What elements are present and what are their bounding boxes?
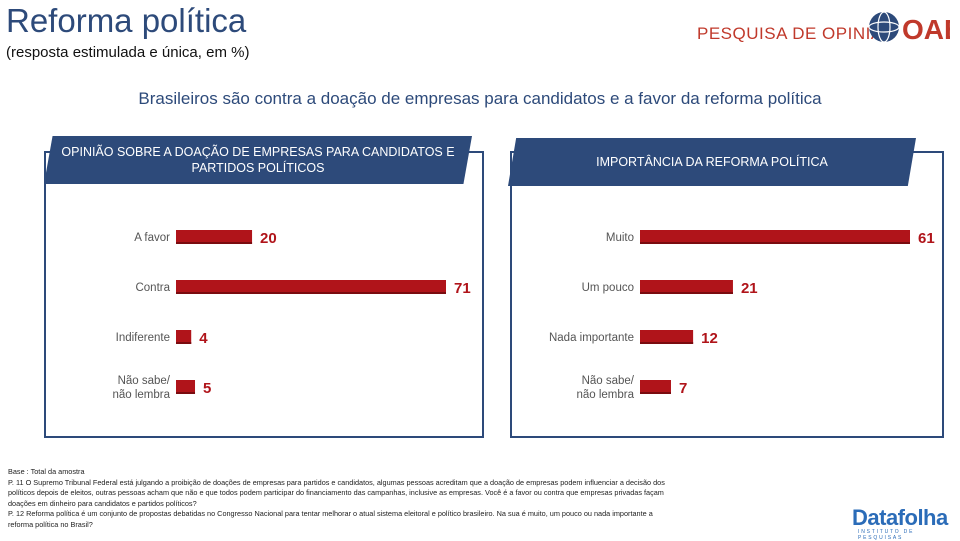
chart-title-left: OPINIÃO SOBRE A DOAÇÃO DE EMPRESAS PARA … [44, 136, 472, 184]
datafolha-logo-sub: INSTITUTO DE PESQUISAS [858, 529, 915, 541]
footer-line: P. 11 O Supremo Tribunal Federal está ju… [8, 477, 665, 487]
datafolha-logo: Datafolha [852, 505, 948, 530]
bar [176, 380, 196, 394]
category-label: Um pouco [582, 282, 634, 294]
bar [640, 380, 671, 394]
brand-text: PESQUISA DE OPINIÃO [697, 24, 897, 43]
value-label: 7 [679, 380, 687, 397]
category-label: Não sabe/não lembra [576, 375, 634, 401]
footer-line: políticos depois de eleitos, outras pess… [8, 488, 664, 498]
value-label: 61 [918, 230, 935, 247]
bar-shadow [640, 342, 694, 344]
bar [640, 330, 694, 344]
value-label: 12 [701, 330, 718, 347]
footer-line: doações em dinheiro para candidatos e pa… [8, 498, 197, 508]
bar-shadow [176, 242, 253, 244]
category-label: Nada importante [549, 332, 634, 344]
bar [176, 280, 446, 294]
bar-shadow [640, 392, 671, 394]
category-label: A favor [134, 232, 170, 244]
category-label: Indiferente [116, 332, 170, 344]
reform-importance-chart: Muito 61 Um pouco 21 Nada importante 12 Não sa… [549, 230, 935, 401]
donation-opinion-chart: A favor 20 Contra 71 Indiferente 4 Não sabe/nã… [112, 230, 471, 401]
headline: Brasileiros são contra a doação de empre… [138, 89, 822, 108]
value-label: 21 [741, 280, 758, 297]
oab-logo-text: OAB [902, 14, 950, 45]
bar [640, 230, 910, 244]
bar-shadow [176, 292, 446, 294]
footer-line: reforma política no Brasil? [8, 519, 93, 529]
category-label: Muito [606, 232, 634, 244]
value-label: 20 [260, 230, 277, 247]
value-label: 4 [199, 330, 208, 347]
bar [640, 280, 733, 294]
bar-shadow [640, 242, 910, 244]
page-title: Reforma política [6, 2, 247, 39]
footer-line: P. 12 Reforma política é um conjunto de … [8, 509, 653, 519]
value-label: 5 [203, 380, 211, 397]
bar [176, 230, 253, 244]
footer-notes: Base : Total da amostra P. 11 O Supremo … [8, 467, 828, 531]
oab-logo: OAB [868, 11, 950, 45]
chart-title-right: IMPORTÂNCIA DA REFORMA POLÍTICA [508, 138, 916, 186]
category-label: Contra [135, 282, 170, 294]
value-label: 71 [454, 280, 471, 297]
bar [176, 330, 192, 344]
category-label: Não sabe/não lembra [112, 375, 170, 401]
page-subtitle: (resposta estimulada e única, em %) [6, 44, 250, 61]
bar-shadow [176, 342, 192, 344]
bar-shadow [176, 392, 196, 394]
bar-shadow [640, 292, 733, 294]
footer-line: Base : Total da amostra [8, 467, 85, 476]
